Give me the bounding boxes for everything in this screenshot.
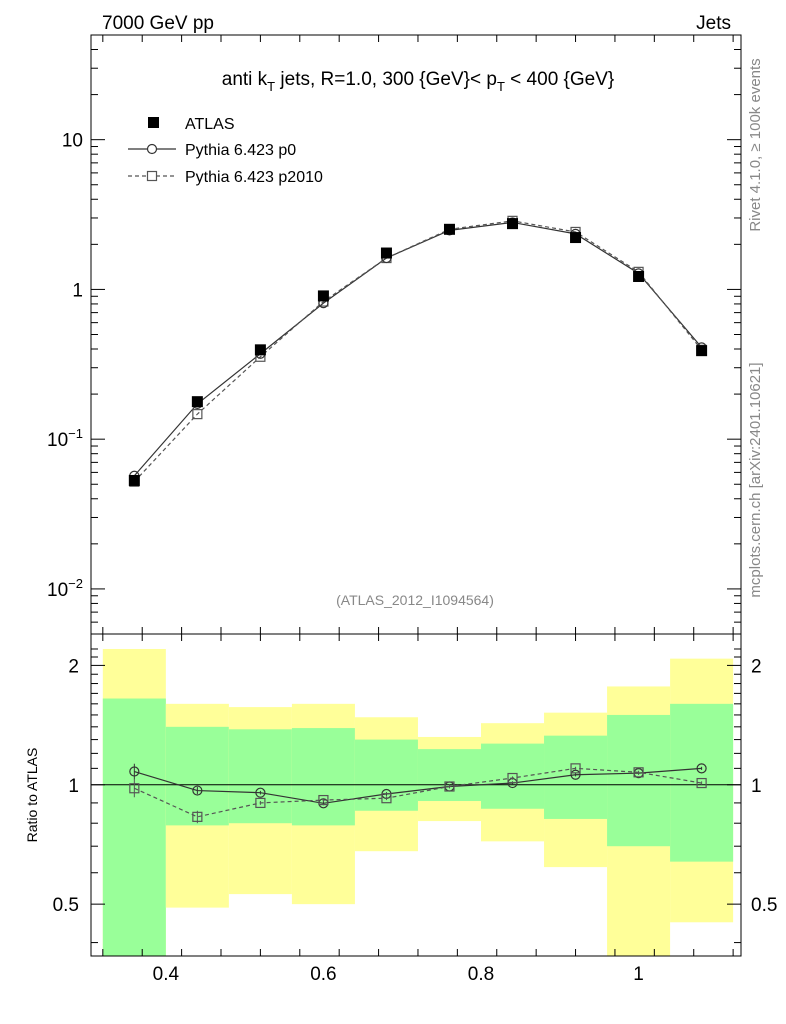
main-y-tick-label: 10−2 [47,576,83,601]
ratio-line-open-circle [134,767,702,804]
main-point-filled-square [191,396,203,408]
energy-label: 7000 GeV pp [102,13,214,34]
ratio-point-open-square [570,763,581,774]
ratio-x-tick-label: 0.8 [468,964,494,985]
ratio-ylabel: Ratio to ATLAS [24,748,40,843]
main-point-filled-square [317,290,329,302]
ratio-x-tick-label: 1 [633,964,644,985]
band-1sigma-bin [228,729,292,824]
main-series [128,215,708,487]
ratio-x-tick-label: 0.4 [153,964,180,985]
legend-marker-p0 [146,143,158,155]
main-y-tick-label: 1 [72,280,83,301]
band-1sigma-bin [417,749,481,802]
legend-label-atlas: ATLAS [185,116,235,133]
ratio-y-tick-label-right: 1 [751,776,762,797]
chart-title: anti kT jets, R=1.0, 300 {GeV}< pT < 400… [222,69,615,94]
ratio-point-open-square [255,797,266,809]
ratio-point-open-circle [255,787,266,798]
ratio-y-tick-label-right: 2 [751,656,762,677]
ratio-point-open-square [696,777,707,789]
band-1sigma-bin [607,714,671,847]
ratio-bands [102,648,734,956]
rivet-version-label: Rivet 4.1.0, ≥ 100k events [747,58,764,231]
ratio-point-open-square [633,767,644,778]
band-1sigma-bin [102,698,166,956]
ratio-point-open-square [318,794,329,806]
legend-label-p2010: Pythia 6.423 p2010 [185,169,323,186]
ratio-point-open-circle [570,769,581,780]
band-1sigma-bin [481,743,545,809]
ratio-y-tick-label-left: 2 [68,656,79,677]
ratio-point-open-square [381,793,392,804]
analysis-tag: (ATLAS_2012_I1094564) [336,592,494,608]
legend-marker-atlas [148,117,159,128]
band-1sigma-bin [165,726,229,826]
ratio-series [129,763,707,824]
main-point-open-square [192,409,203,420]
ratio-point-open-square [444,781,455,792]
ratio-frame [90,633,742,957]
ratio-y-tick-label-right: 0.5 [751,895,777,916]
band-1sigma-bin [354,739,418,811]
main-point-filled-square [696,345,708,357]
main-y-tick-label: 10−1 [47,426,83,451]
ratio-y-tick-label-left: 1 [68,776,79,797]
ratio-y-tick-label-left: 0.5 [53,895,79,916]
main-line-open-square [133,220,703,483]
main-point-filled-square [128,474,140,486]
category-label: Jets [696,13,731,34]
main-y-tick-label: 10 [62,131,83,152]
main-point-filled-square [507,218,519,230]
main-point-filled-square [570,232,582,244]
ratio-line-open-square [134,767,702,818]
ratio-point-open-square [129,783,140,794]
legend-label-p0: Pythia 6.423 p0 [185,142,296,159]
axes: 10 1 10−1 10−2 0.4 0.6 0.8 1 2 2 1 1 0.5 0.5 [47,34,777,985]
ratio-point-open-circle [192,785,203,796]
ratio-point-open-square [507,772,518,784]
ratio-point-open-circle [696,763,707,774]
main-point-filled-square [380,247,392,259]
legend-marker-p2010 [146,170,158,182]
ratio-point-open-square [192,811,203,822]
band-1sigma-bin [291,728,355,826]
main-point-filled-square [254,344,266,356]
main-line-open-circle [133,221,703,477]
legend: ATLAS Pythia 6.423 p0 Pythia 6.423 p2010 [128,116,323,186]
main-point-filled-square [633,270,645,282]
ratio-x-tick-label: 0.6 [310,964,336,985]
source-label: mcplots.cern.ch [arXiv:2401.10621] [747,362,764,597]
ratio-point-open-circle [129,766,140,777]
main-point-filled-square [443,223,455,235]
